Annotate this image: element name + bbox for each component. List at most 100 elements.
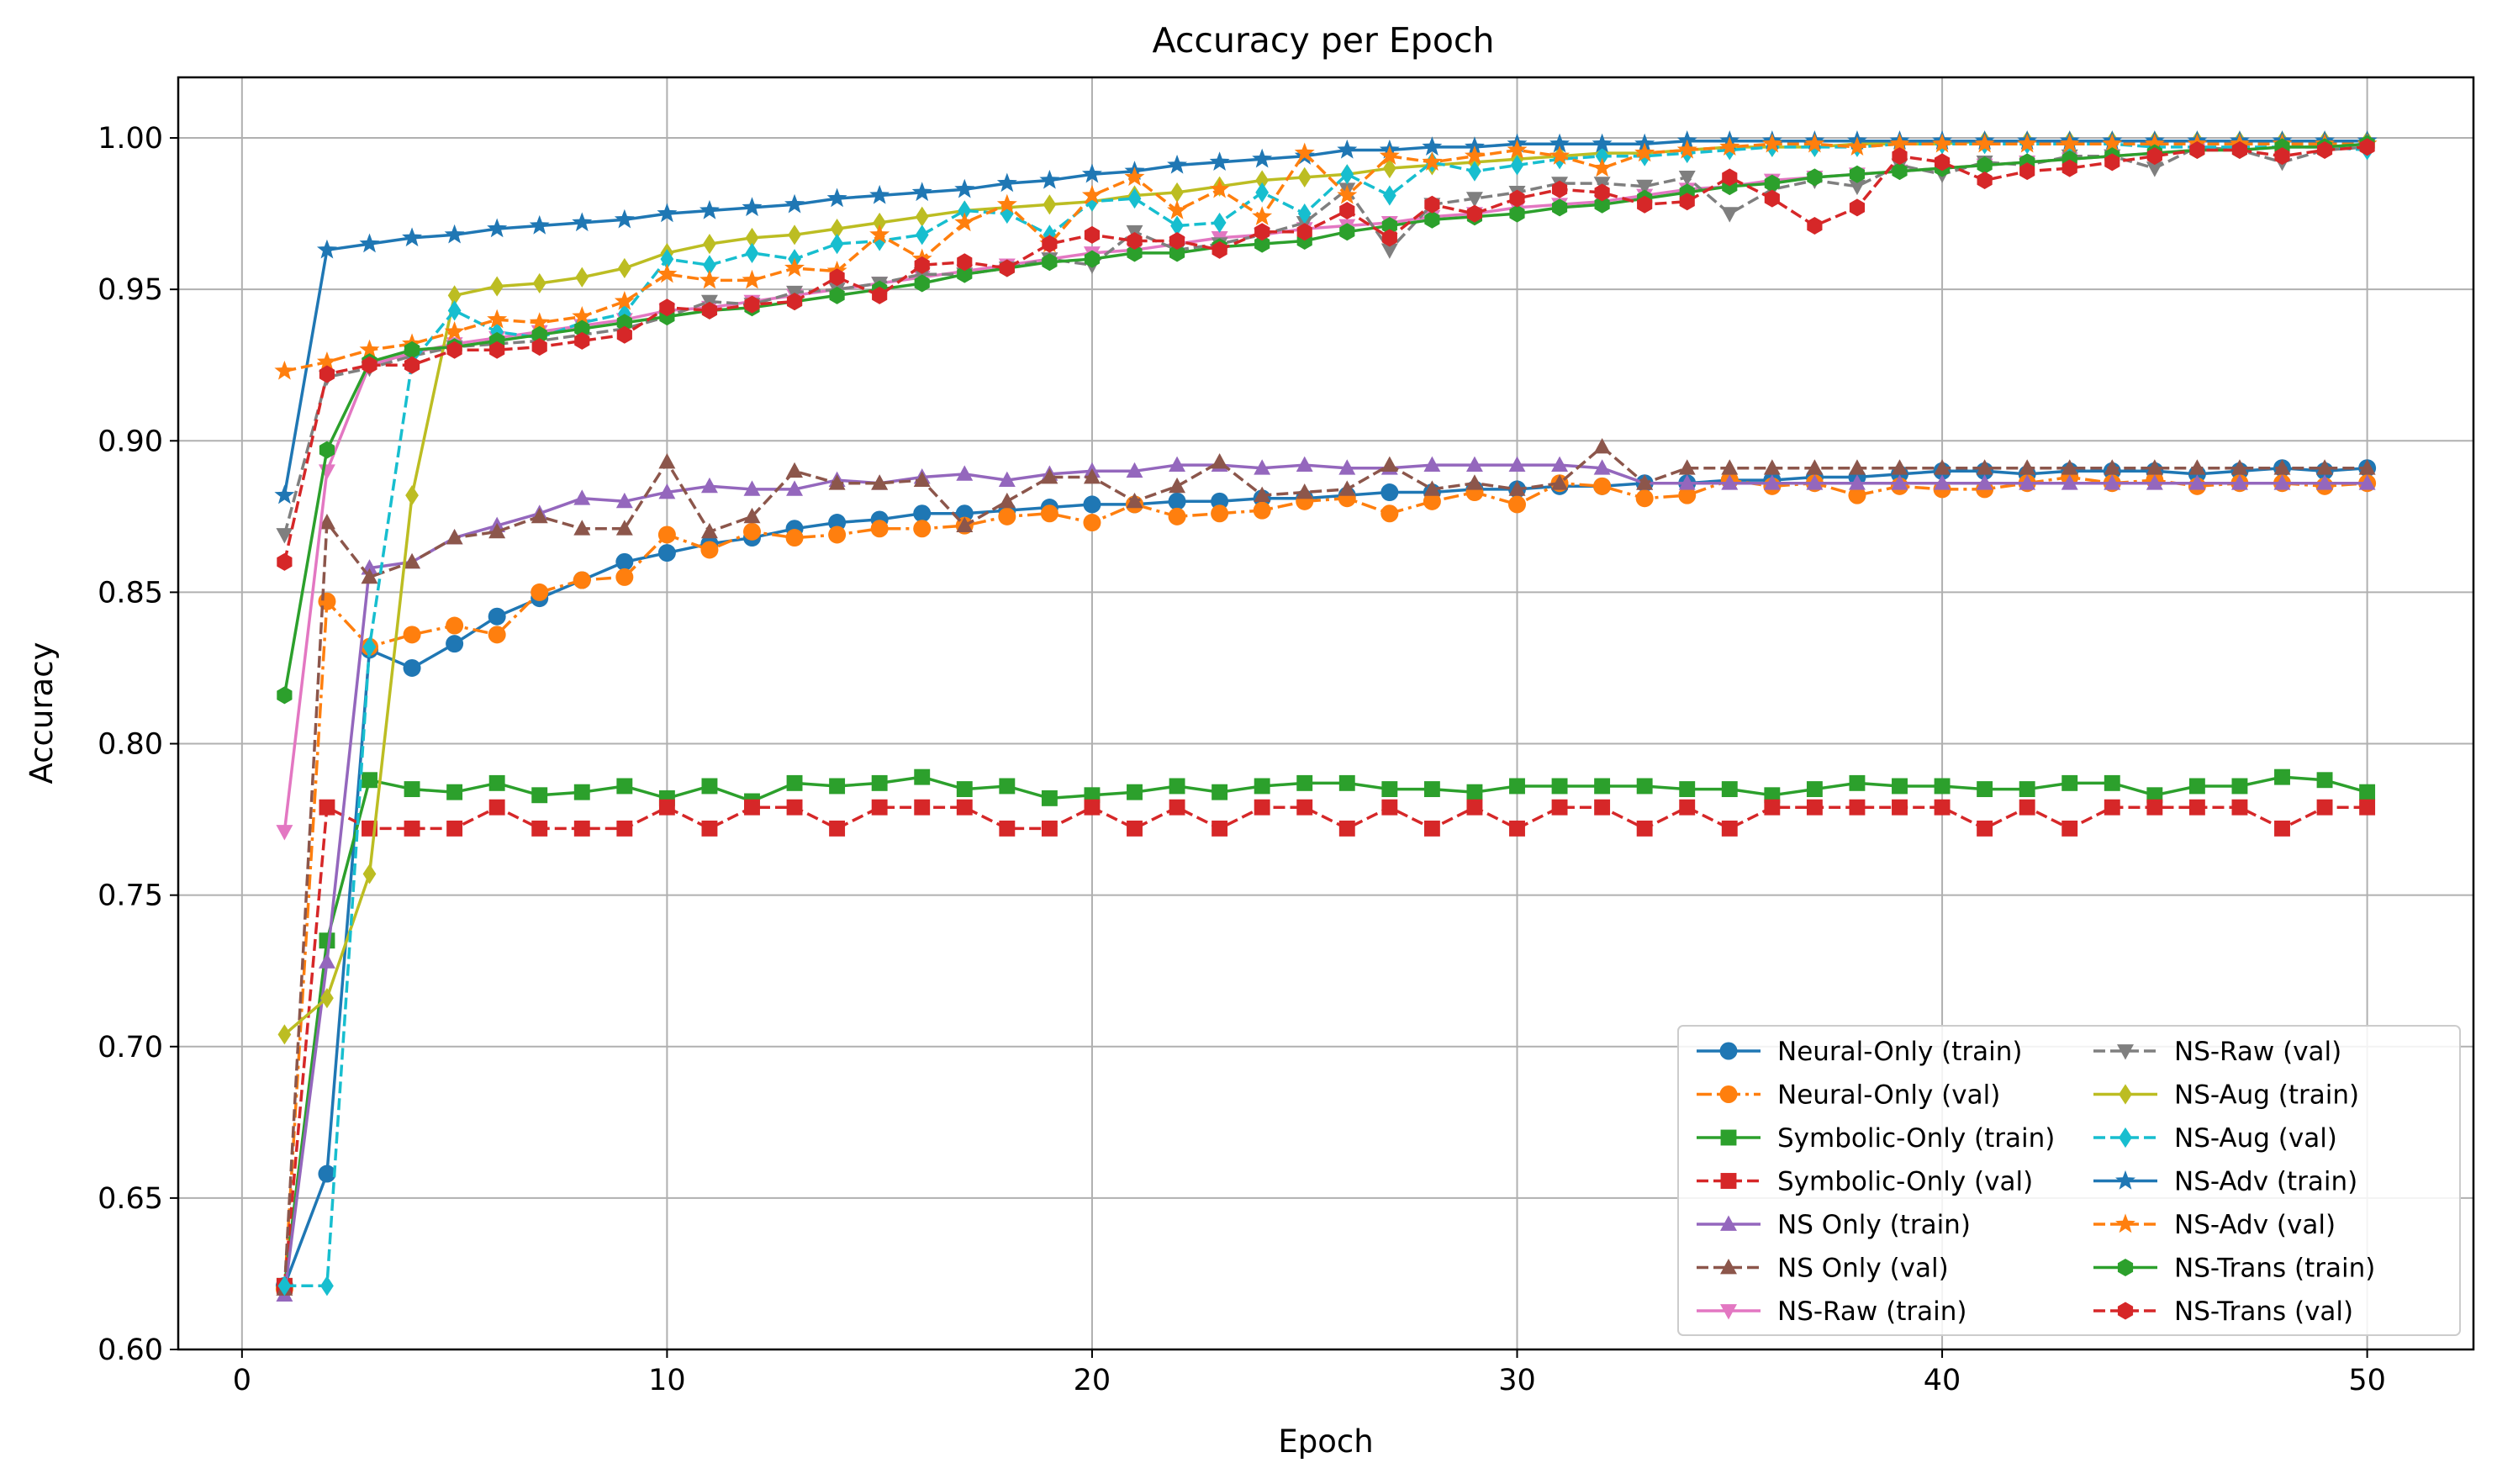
series-line [284,142,2368,373]
x-axis-label: Epoch [1278,1423,1373,1460]
data-point [573,820,590,837]
data-point [532,272,546,294]
data-point [2061,774,2078,791]
data-point [1551,198,1568,217]
data-point [1168,492,1186,510]
data-point [2359,799,2376,816]
data-point [1848,474,1866,490]
data-point [2188,799,2205,816]
data-point [446,820,463,837]
data-point [1167,154,1188,174]
data-point [1593,459,1611,475]
data-point [1211,453,1228,469]
y-tick-label: 0.95 [98,273,163,307]
data-point [2061,159,2077,177]
data-point [1253,501,1271,520]
data-point [1892,147,1908,166]
data-point [1379,145,1400,165]
data-point [1254,223,1270,241]
data-point [826,187,847,208]
data-point [1678,459,1696,475]
data-point [1592,133,1613,153]
legend-label: NS Only (val) [1777,1254,1949,1284]
legend-marker [2117,1044,2134,1060]
data-point [1169,244,1185,262]
data-point [786,774,803,791]
data-point [276,825,293,841]
data-point [1679,781,1696,798]
data-point [1339,202,1355,220]
data-point [1719,136,1740,156]
data-point [1509,820,1525,837]
data-point [574,320,590,338]
data-point [1934,459,1951,475]
data-point [1635,489,1654,508]
legend: Neural-Only (train) Neural-Only (val) Symb… [1677,1025,2461,1336]
legend-marker [1720,1259,1737,1275]
data-point [2146,799,2163,816]
data-point [2019,799,2035,816]
data-point [957,265,973,283]
data-point [1382,157,1396,179]
data-point [1041,820,1058,837]
x-tick-label: 30 [1498,1364,1536,1397]
data-point [700,477,718,494]
data-point [2104,799,2120,816]
data-point [1764,787,1781,804]
data-point [1892,778,1908,795]
data-point [998,471,1016,487]
x-tick-label: 50 [2348,1364,2386,1397]
data-point [2230,459,2248,475]
data-point [828,474,846,490]
data-point [2017,133,2038,153]
data-point [2146,474,2163,490]
data-point [2146,459,2163,475]
data-point [1211,492,1229,510]
data-point [1043,194,1057,215]
data-point [319,799,335,816]
data-point [996,193,1017,214]
data-point [531,787,548,804]
data-point [488,774,505,791]
data-point [699,199,720,219]
data-point [998,507,1016,525]
data-point [658,799,675,816]
data-point [1380,456,1398,472]
data-point [1551,474,1569,490]
data-point [1169,799,1185,816]
data-point [1636,179,1654,196]
data-point [996,172,1017,193]
data-point [1891,459,1908,475]
data-point [1509,204,1525,223]
data-point [1337,139,1358,159]
series-group [276,799,2376,1294]
data-point [615,568,634,586]
grid-lines [178,77,2473,1350]
data-point [1468,161,1481,182]
data-point [1594,183,1610,202]
data-point [2146,161,2163,177]
data-point [1127,232,1143,251]
data-point [703,234,716,255]
data-point [1806,474,1824,490]
y-tick-label: 0.65 [98,1182,163,1216]
data-point [446,616,464,635]
legend-label: NS-Adv (val) [2174,1210,2336,1240]
data-point [2359,138,2375,156]
data-point [1168,507,1186,525]
y-tick-label: 0.90 [98,425,163,458]
data-point [829,268,845,287]
data-point [277,552,293,571]
data-point [318,1164,336,1183]
data-point [1084,250,1101,268]
data-point [2104,459,2121,475]
data-point [572,305,593,325]
data-point [701,820,718,837]
data-point [2061,820,2078,837]
data-point [404,781,420,798]
legend-marker [2115,1213,2135,1233]
data-point [2144,133,2165,153]
data-point [2231,778,2248,795]
data-point [1252,206,1273,225]
data-point [1127,820,1143,837]
